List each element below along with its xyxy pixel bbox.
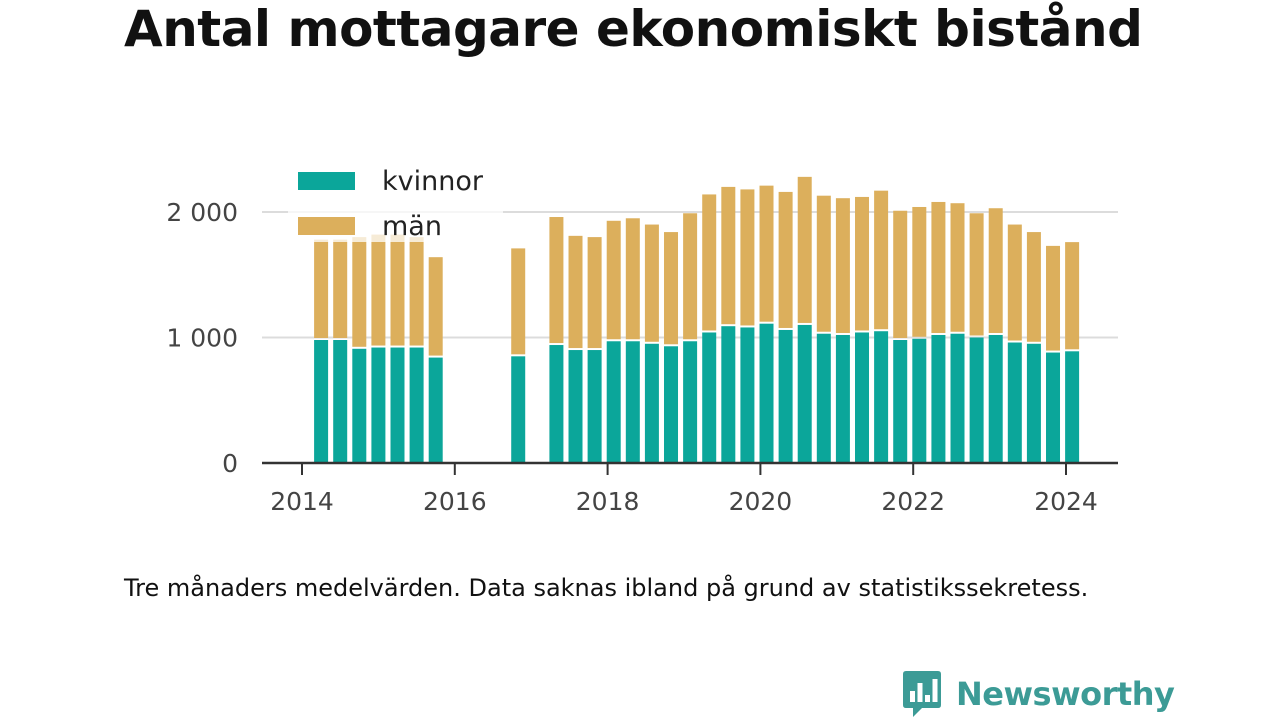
bar-kvinnor (759, 323, 774, 463)
bar-man (874, 190, 889, 330)
chart-footnote: Tre månaders medelvärden. Data saknas ib… (124, 574, 1089, 602)
bar-man (587, 237, 602, 349)
bar-kvinnor (912, 338, 927, 463)
bars (314, 176, 1080, 463)
bar-man (797, 176, 812, 323)
bar-man (333, 239, 348, 339)
bar-man (428, 257, 443, 356)
x-tick-label: 2018 (576, 487, 640, 516)
bar-kvinnor (409, 347, 424, 463)
bar-kvinnor (816, 333, 831, 463)
bar-man (1026, 232, 1041, 342)
bar-man (721, 186, 736, 325)
bar-man (759, 185, 774, 322)
bar-kvinnor (390, 347, 405, 463)
bar-man (390, 234, 405, 346)
bar-man (549, 217, 564, 344)
bar-man (931, 201, 946, 333)
bar-kvinnor (874, 331, 889, 463)
bar-kvinnor (721, 326, 736, 463)
x-tick-label: 2016 (423, 487, 487, 516)
bar-kvinnor (333, 340, 348, 463)
bar-kvinnor (625, 341, 640, 463)
chart-title: Antal mottagare ekonomiskt bistånd (124, 0, 1143, 58)
bar-man (702, 194, 717, 331)
bar-man (352, 237, 367, 347)
bar-man (969, 213, 984, 336)
x-tick-label: 2024 (1034, 487, 1098, 516)
bar-kvinnor (740, 327, 755, 463)
bar-kvinnor (428, 357, 443, 463)
bar-man (855, 196, 870, 331)
legend-label: kvinnor (382, 166, 484, 197)
bar-kvinnor (778, 329, 793, 463)
legend-swatch (298, 217, 355, 235)
x-tick-label: 2014 (270, 487, 334, 516)
bar-man (912, 206, 927, 337)
bar-kvinnor (1026, 343, 1041, 463)
bar-man (893, 210, 908, 339)
bar-man (950, 203, 965, 332)
y-tick-label: 2 000 (166, 198, 238, 227)
bar-kvinnor (587, 350, 602, 463)
bar-man (778, 191, 793, 328)
bar-man (409, 237, 424, 346)
bar-chart-speech-bubble-icon (903, 671, 941, 717)
bar-man (835, 198, 850, 333)
bar-kvinnor (606, 341, 621, 463)
bar-kvinnor (664, 346, 679, 463)
bar-man (816, 195, 831, 332)
bar-kvinnor (969, 337, 984, 463)
x-tick-label: 2022 (881, 487, 945, 516)
bar-kvinnor (702, 332, 717, 463)
bar-kvinnor (1007, 342, 1022, 463)
brand-name: Newsworthy (956, 675, 1175, 713)
axes: 0 1 000 2 000 2014 2016 2018 2020 2022 2024 (166, 198, 1118, 516)
bar-kvinnor (1046, 352, 1061, 463)
bar-man (314, 239, 329, 339)
bar-kvinnor (835, 334, 850, 463)
bar-kvinnor (931, 334, 946, 463)
bar-kvinnor (893, 340, 908, 463)
y-tick-label: 0 (222, 449, 238, 478)
bar-kvinnor (683, 341, 698, 463)
bar-kvinnor (644, 343, 659, 463)
y-tick-label: 1 000 (166, 324, 238, 353)
bar-kvinnor (797, 324, 812, 463)
bar-man (664, 232, 679, 345)
bar-man (606, 220, 621, 340)
bar-man (625, 218, 640, 340)
bar-man (511, 248, 526, 355)
bar-kvinnor (549, 345, 564, 463)
bar-man (1046, 245, 1061, 351)
legend-label: män (382, 211, 442, 242)
bar-man (1007, 224, 1022, 341)
bar-kvinnor (314, 340, 329, 463)
bar-kvinnor (371, 347, 386, 463)
bar-man (740, 189, 755, 326)
bar-kvinnor (1065, 351, 1080, 463)
brand-logo: Newsworthy (902, 669, 1175, 719)
bar-man (371, 234, 386, 346)
bar-kvinnor (568, 350, 583, 463)
bar-kvinnor (855, 332, 870, 463)
bar-man (644, 224, 659, 342)
legend-swatch (298, 172, 355, 190)
bar-man (988, 208, 1003, 333)
bar-kvinnor (950, 333, 965, 463)
legend: kvinnor män (288, 160, 503, 242)
bar-kvinnor (511, 356, 526, 463)
bar-man (1065, 242, 1080, 350)
bar-man (568, 235, 583, 349)
bar-kvinnor (988, 334, 1003, 463)
x-tick-label: 2020 (729, 487, 793, 516)
bar-kvinnor (352, 348, 367, 463)
bar-man (683, 213, 698, 340)
